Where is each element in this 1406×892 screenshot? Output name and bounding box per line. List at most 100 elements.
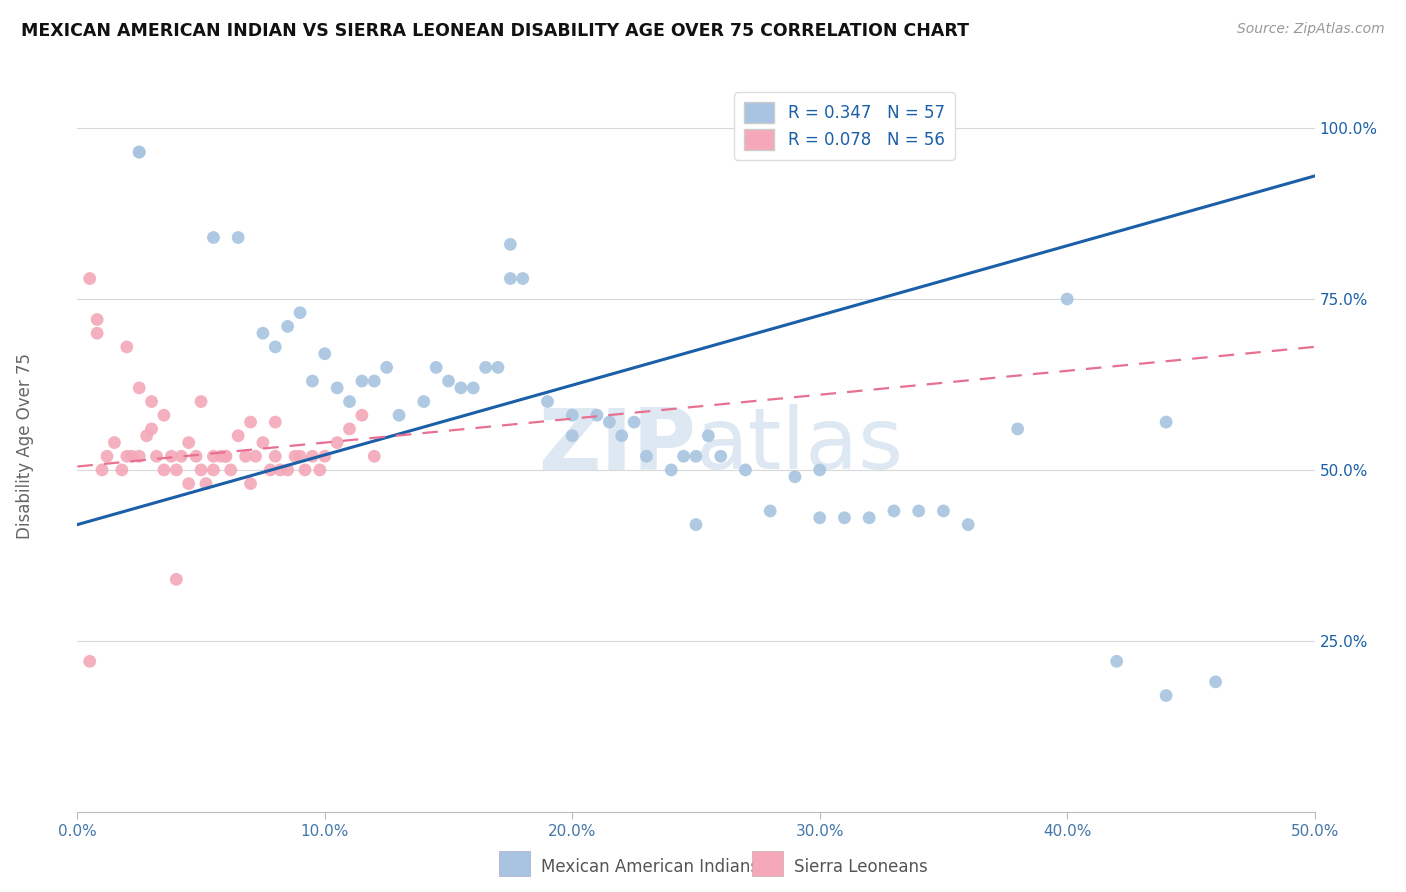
Point [202, 449, 225, 463]
Point [450, 381, 472, 395]
Point [561, 409, 583, 423]
Point [499, 271, 522, 285]
Point [165, 463, 187, 477]
Point [91, 463, 114, 477]
Point [1105, 654, 1128, 668]
Point [79, 654, 101, 668]
Point [499, 237, 522, 252]
Point [215, 449, 238, 463]
Point [264, 340, 287, 354]
Point [350, 409, 373, 423]
Point [314, 347, 336, 361]
Point [202, 230, 225, 244]
Point [672, 449, 695, 463]
Point [239, 476, 262, 491]
Point [783, 469, 806, 483]
Point [294, 463, 316, 477]
Point [610, 429, 633, 443]
Text: Sierra Leoneans: Sierra Leoneans [794, 858, 928, 876]
Point [710, 449, 733, 463]
Point [1154, 415, 1177, 429]
Point [326, 435, 349, 450]
Point [190, 394, 212, 409]
Point [561, 429, 583, 443]
Point [153, 409, 176, 423]
Point [259, 463, 281, 477]
Point [734, 463, 756, 477]
Point [474, 360, 496, 375]
Point [326, 381, 349, 395]
Point [226, 230, 249, 244]
Point [219, 463, 242, 477]
Point [209, 449, 232, 463]
Point [697, 429, 720, 443]
Point [96, 449, 118, 463]
Point [308, 463, 330, 477]
Point [177, 476, 200, 491]
Point [153, 463, 176, 477]
Point [184, 449, 207, 463]
Point [907, 504, 929, 518]
Text: Mexican American Indians: Mexican American Indians [541, 858, 759, 876]
Point [252, 435, 274, 450]
Point [932, 504, 955, 518]
Point [375, 360, 398, 375]
Point [128, 449, 150, 463]
Point [135, 429, 157, 443]
Point [86, 312, 108, 326]
Point [245, 449, 267, 463]
Point [277, 463, 299, 477]
Point [623, 415, 645, 429]
Point [235, 449, 257, 463]
Point [128, 145, 150, 159]
Point [636, 449, 658, 463]
Point [425, 360, 447, 375]
Point [808, 463, 831, 477]
Point [288, 449, 311, 463]
Point [277, 319, 299, 334]
Point [202, 463, 225, 477]
Point [834, 510, 856, 524]
Point [412, 394, 434, 409]
Point [165, 572, 187, 586]
Point [288, 306, 311, 320]
Point [586, 409, 609, 423]
Point [350, 374, 373, 388]
Point [195, 476, 218, 491]
Point [759, 504, 782, 518]
Point [301, 449, 323, 463]
Point [598, 415, 620, 429]
Text: MEXICAN AMERICAN INDIAN VS SIERRA LEONEAN DISABILITY AGE OVER 75 CORRELATION CHA: MEXICAN AMERICAN INDIAN VS SIERRA LEONEA… [21, 22, 969, 40]
Point [269, 463, 291, 477]
Text: ZIP: ZIP [538, 404, 696, 488]
Point [141, 394, 163, 409]
Point [239, 415, 262, 429]
Point [339, 394, 361, 409]
Point [957, 517, 980, 532]
Point [314, 449, 336, 463]
Point [115, 340, 138, 354]
Point [463, 381, 485, 395]
Point [128, 145, 150, 159]
Point [858, 510, 880, 524]
Point [177, 435, 200, 450]
Point [121, 449, 143, 463]
Text: Disability Age Over 75: Disability Age Over 75 [17, 353, 34, 539]
Point [284, 449, 307, 463]
Text: atlas: atlas [696, 404, 904, 488]
Point [145, 449, 167, 463]
Point [79, 271, 101, 285]
Point [1007, 422, 1029, 436]
Point [301, 374, 323, 388]
Point [685, 449, 707, 463]
Point [170, 449, 193, 463]
Point [1154, 689, 1177, 703]
Point [111, 463, 134, 477]
Point [388, 409, 411, 423]
Point [512, 271, 534, 285]
Point [141, 422, 163, 436]
Point [1205, 674, 1227, 689]
Point [252, 326, 274, 341]
Point [486, 360, 509, 375]
Point [160, 449, 183, 463]
